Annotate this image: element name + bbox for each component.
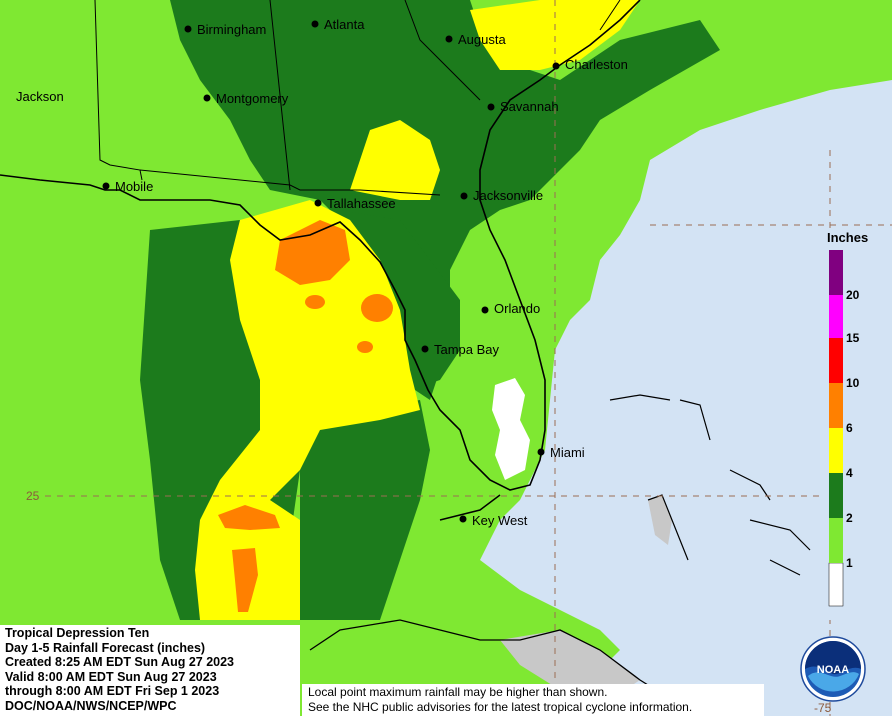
noaa-logo-text: NOAA <box>817 664 849 676</box>
disclaimer-line-2: See the NHC public advisories for the la… <box>308 700 693 714</box>
city-birmingham: Birmingham <box>197 22 266 37</box>
disclaimer-line-1: Local point maximum rainfall may be high… <box>308 685 608 699</box>
through-time: through 8:00 AM EDT Fri Sep 1 2023 <box>5 684 220 698</box>
rain-zone-6-10in-central <box>361 294 393 322</box>
city-markers <box>102 20 560 523</box>
city-atlanta: Atlanta <box>324 17 365 32</box>
legend-tick-10: 10 <box>846 376 860 390</box>
storm-name: Tropical Depression Ten <box>5 626 150 640</box>
created-time: Created 8:25 AM EDT Sun Aug 27 2023 <box>5 655 235 669</box>
rain-zone-6-10in-big-bend <box>275 220 350 285</box>
rain-zone-under-1in <box>492 378 530 480</box>
state-borders <box>94 0 621 196</box>
keys-outline <box>439 494 501 521</box>
legend-swatch-2-4 <box>829 473 843 518</box>
lat-25-label: 25 <box>26 489 40 503</box>
rain-zone-2-4in-north <box>170 0 720 400</box>
rain-zone-6-10in-gulf-far-south <box>232 548 258 612</box>
city-jackson: Jackson <box>16 89 64 104</box>
legend-swatch-15-20 <box>829 295 843 338</box>
legend-tick-6: 6 <box>846 421 853 435</box>
noaa-logo: NOAA <box>800 636 866 702</box>
legend-tick-2: 2 <box>846 511 853 525</box>
forecast-type: Day 1-5 Rainfall Forecast (inches) <box>5 640 206 655</box>
coastline <box>0 0 641 491</box>
city-miami: Miami <box>550 445 585 460</box>
legend-title: Inches <box>827 230 868 245</box>
legend-tick-1: 1 <box>846 556 853 570</box>
legend-swatch-10-15 <box>829 338 843 383</box>
disclaimer-box: Local point maximum rainfall may be high… <box>302 684 764 716</box>
legend-tick-4: 4 <box>846 466 853 480</box>
bahamas-outline <box>609 394 811 576</box>
legend-swatch-under-1 <box>828 562 844 607</box>
rain-zone-6-10in-gulf-south <box>218 505 280 530</box>
city-jacksonville: Jacksonville <box>473 188 543 203</box>
cuba-no-data <box>500 630 640 700</box>
andros-no-data <box>648 495 672 545</box>
legend-swatch-1-2 <box>829 518 843 563</box>
city-orlando: Orlando <box>494 301 540 316</box>
rain-zone-4-6in-carolina <box>470 0 640 70</box>
grid-lines <box>45 0 892 716</box>
forecast-info-box: Tropical Depression Ten Day 1-5 Rainfall… <box>0 625 300 716</box>
city-savannah: Savannah <box>500 99 559 114</box>
legend-tick-20: 20 <box>846 288 860 302</box>
city-key-west: Key West <box>472 513 528 528</box>
lon-75-label: -75 <box>814 701 832 715</box>
legend-tick-15: 15 <box>846 331 860 345</box>
legend: Inches 1 2 4 6 10 15 20 <box>824 228 888 620</box>
city-charleston: Charleston <box>565 57 628 72</box>
rain-zone-2-4in-southwest-fl <box>300 400 430 620</box>
rain-zone-6-10in-spot <box>357 341 373 353</box>
city-augusta: Augusta <box>458 32 506 47</box>
legend-swatch-6-10 <box>829 383 843 428</box>
city-tampa-bay: Tampa Bay <box>434 342 500 357</box>
city-tallahassee: Tallahassee <box>327 196 396 211</box>
valid-time: Valid 8:00 AM EDT Sun Aug 27 2023 <box>5 669 217 684</box>
city-montgomery: Montgomery <box>216 91 289 106</box>
legend-swatch-4-6 <box>829 428 843 473</box>
city-mobile: Mobile <box>115 179 153 194</box>
rain-zone-6-10in-small <box>305 295 325 309</box>
rain-zone-4-6in-north <box>350 120 440 200</box>
agency-credit: DOC/NOAA/NWS/NCEP/WPC <box>5 698 177 713</box>
legend-swatch-over-20 <box>829 250 843 295</box>
